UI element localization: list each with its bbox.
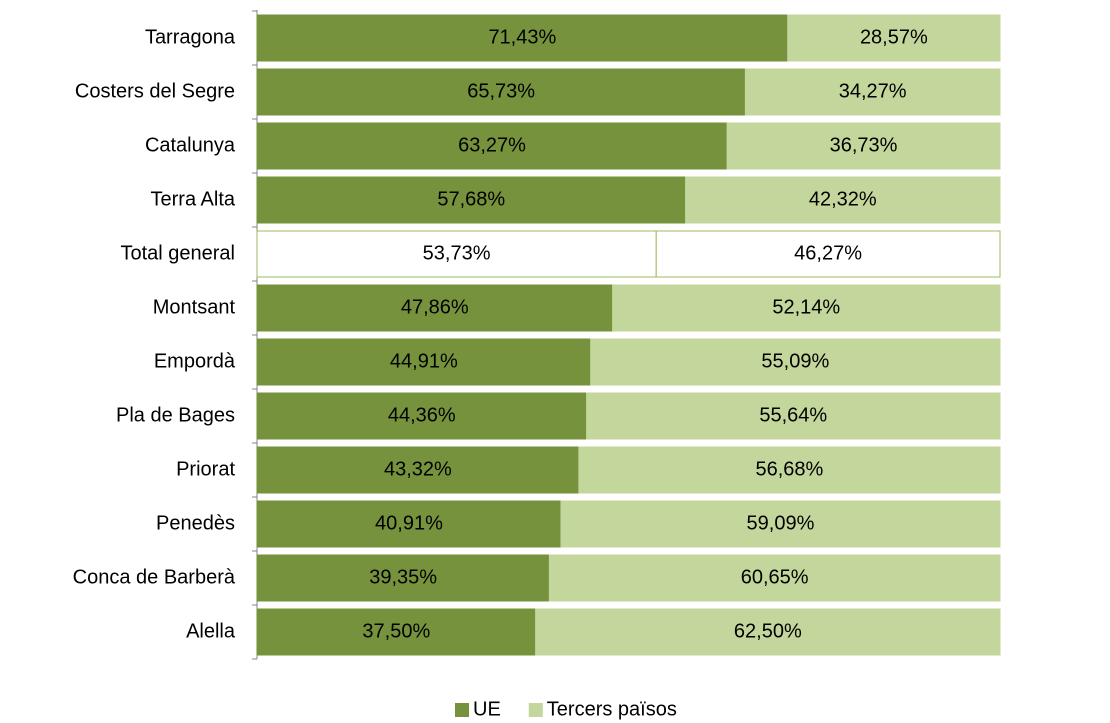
value-label: 63,27%: [458, 134, 526, 156]
legend-swatch: [529, 703, 543, 717]
legend-swatch: [455, 703, 469, 717]
value-label: 60,65%: [741, 566, 809, 588]
value-label: 28,57%: [860, 26, 928, 48]
value-label: 43,32%: [384, 458, 452, 480]
category-label: Montsant: [153, 296, 236, 318]
value-label: 36,73%: [830, 134, 898, 156]
value-label: 44,91%: [390, 350, 458, 372]
value-label: 65,73%: [467, 80, 535, 102]
legend-label: Tercers països: [547, 698, 677, 720]
category-label: Priorat: [176, 458, 235, 480]
category-label: Empordà: [154, 350, 236, 372]
value-label: 56,68%: [756, 458, 824, 480]
value-label: 71,43%: [488, 26, 556, 48]
value-label: 46,27%: [794, 242, 862, 264]
value-label: 37,50%: [362, 620, 430, 642]
category-label: Total general: [120, 242, 235, 264]
value-label: 34,27%: [839, 80, 907, 102]
value-label: 44,36%: [388, 404, 456, 426]
category-label: Tarragona: [145, 26, 236, 48]
category-label: Pla de Bages: [116, 404, 235, 426]
chart: Tarragona 71,43% 28,57% Costers del Segre 65…: [0, 0, 1110, 723]
category-label: Costers del Segre: [75, 80, 235, 102]
category-label: Terra Alta: [151, 188, 236, 210]
value-label: 40,91%: [375, 512, 443, 534]
value-label: 52,14%: [772, 296, 840, 318]
value-label: 53,73%: [423, 242, 491, 264]
value-label: 42,32%: [809, 188, 877, 210]
category-label: Catalunya: [145, 134, 236, 156]
value-label: 55,09%: [761, 350, 829, 372]
category-label: Penedès: [156, 512, 235, 534]
legend-label: UE: [473, 698, 501, 720]
value-label: 57,68%: [437, 188, 505, 210]
value-label: 59,09%: [747, 512, 815, 534]
category-label: Alella: [186, 620, 236, 642]
value-label: 47,86%: [401, 296, 469, 318]
value-label: 39,35%: [369, 566, 437, 588]
value-label: 55,64%: [759, 404, 827, 426]
value-label: 62,50%: [734, 620, 802, 642]
category-label: Conca de Barberà: [73, 566, 236, 588]
